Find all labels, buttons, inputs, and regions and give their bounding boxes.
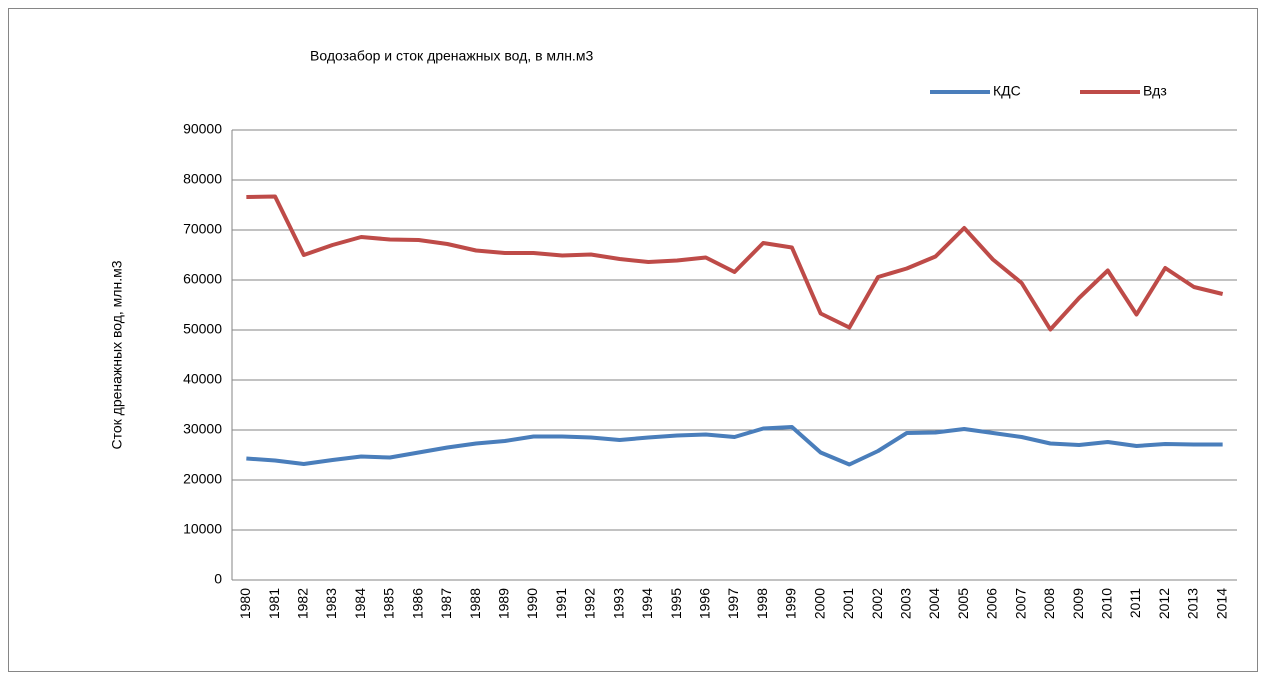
x-tick-label: 2012 [1156, 588, 1172, 619]
x-tick-label: 2008 [1041, 588, 1057, 619]
x-tick-label: 2009 [1070, 588, 1086, 619]
x-tick-label: 2011 [1127, 588, 1143, 618]
y-tick-label: 10000 [183, 521, 222, 537]
y-tick-label: 0 [214, 571, 222, 587]
y-tick-label: 50000 [183, 321, 222, 337]
series-line [246, 194, 1224, 332]
y-axis-title: Сток дренажных вод, млн.м3 [109, 260, 125, 449]
x-tick-label: 1995 [668, 588, 684, 619]
x-tick-label: 2002 [869, 588, 885, 619]
x-tick-label: 1980 [237, 588, 253, 619]
x-tick-label: 1985 [381, 588, 397, 619]
x-tick-label: 2013 [1185, 588, 1201, 619]
y-tick-label: 60000 [183, 271, 222, 287]
x-tick-label: 1986 [409, 588, 425, 619]
x-tick-label: 1990 [524, 588, 540, 619]
x-tick-label: 1997 [725, 588, 741, 619]
x-tick-label: 2000 [811, 588, 827, 619]
x-tick-label: 1982 [294, 588, 310, 619]
x-tick-label: 1988 [467, 588, 483, 619]
x-tick-label: 2004 [926, 588, 942, 619]
x-tick-label: 1983 [323, 588, 339, 619]
legend-label: КДС [993, 83, 1021, 99]
y-tick-label: 90000 [183, 121, 222, 137]
x-tick-label: 2006 [984, 588, 1000, 619]
x-tick-label: 1993 [610, 588, 626, 619]
x-tick-label: 1996 [696, 588, 712, 619]
x-tick-label: 2001 [840, 588, 856, 619]
x-tick-label: 2014 [1213, 588, 1229, 619]
chart-border [8, 8, 1258, 672]
y-tick-label: 70000 [183, 221, 222, 237]
x-tick-label: 2010 [1098, 588, 1114, 619]
chart-title: Водозабор и сток дренажных вод, в млн.м3 [310, 48, 593, 64]
y-tick-label: 20000 [183, 471, 222, 487]
legend-label: Вдз [1143, 83, 1167, 99]
x-tick-label: 1998 [754, 588, 770, 619]
x-tick-label: 1984 [352, 588, 368, 619]
x-tick-label: 1981 [266, 588, 282, 619]
y-tick-label: 80000 [183, 171, 222, 187]
x-tick-label: 1991 [553, 588, 569, 619]
y-tick-label: 40000 [183, 371, 222, 387]
series-line [246, 425, 1223, 467]
x-tick-label: 2005 [955, 588, 971, 619]
x-tick-label: 1989 [495, 588, 511, 619]
x-tick-label: 1999 [783, 588, 799, 619]
x-tick-label: 2007 [1012, 588, 1028, 619]
x-tick-label: 1987 [438, 588, 454, 619]
x-tick-label: 1992 [582, 588, 598, 619]
y-tick-label: 30000 [183, 421, 222, 437]
x-tick-label: 1994 [639, 588, 655, 619]
x-tick-label: 2003 [897, 588, 913, 619]
